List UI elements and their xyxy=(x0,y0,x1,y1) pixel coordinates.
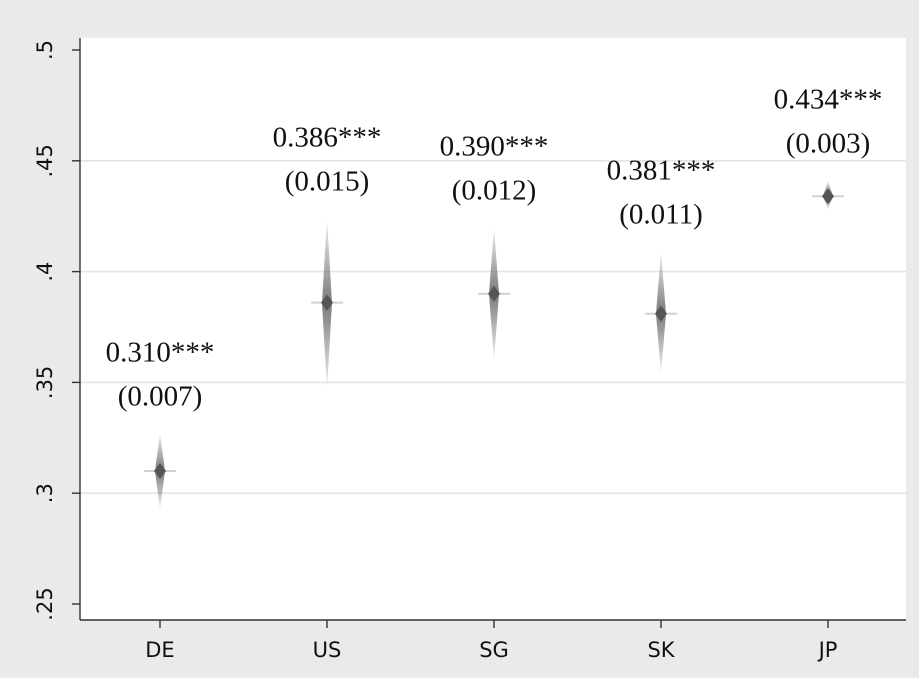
y-tick-label: .4 xyxy=(33,262,57,282)
coefficient-label: 0.386*** xyxy=(273,121,382,153)
x-tick-label: DE xyxy=(145,638,174,662)
x-tick-label: JP xyxy=(817,638,838,662)
coefficient-label: 0.381*** xyxy=(607,155,716,187)
coefficient-label: 0.434*** xyxy=(774,84,883,116)
y-tick-label: .25 xyxy=(33,587,57,620)
point-estimate-jp xyxy=(822,188,834,205)
x-axis-ticks: DE US SG SK JP xyxy=(145,620,837,662)
coefficient-label: 0.310*** xyxy=(106,336,215,368)
axes xyxy=(79,38,906,621)
point-estimate-us xyxy=(321,294,333,311)
point-estimate-de xyxy=(154,463,166,480)
y-tick-label: .3 xyxy=(33,483,57,503)
coefficient-labels: 0.310*** (0.007) 0.386*** (0.015) 0.390*** (0… xyxy=(106,84,883,413)
standard-error-label: (0.015) xyxy=(285,165,370,197)
standard-error-label: (0.003) xyxy=(786,128,871,160)
x-tick-label: SK xyxy=(647,638,675,662)
y-tick-label: .5 xyxy=(33,40,57,60)
standard-error-label: (0.012) xyxy=(452,174,537,206)
standard-error-label: (0.007) xyxy=(118,380,203,412)
y-axis-ticks: .25 .3 .35 .4 .45 .5 xyxy=(33,40,80,621)
y-tick-label: .45 xyxy=(33,144,57,177)
point-estimate-sg xyxy=(488,285,500,302)
x-tick-label: US xyxy=(313,638,342,662)
coefficient-label: 0.390*** xyxy=(440,130,549,162)
point-estimate-sk xyxy=(655,305,667,322)
x-tick-label: SG xyxy=(479,638,509,662)
standard-error-label: (0.011) xyxy=(619,199,703,231)
coefficient-marks xyxy=(144,180,844,509)
y-tick-label: .35 xyxy=(33,366,57,399)
